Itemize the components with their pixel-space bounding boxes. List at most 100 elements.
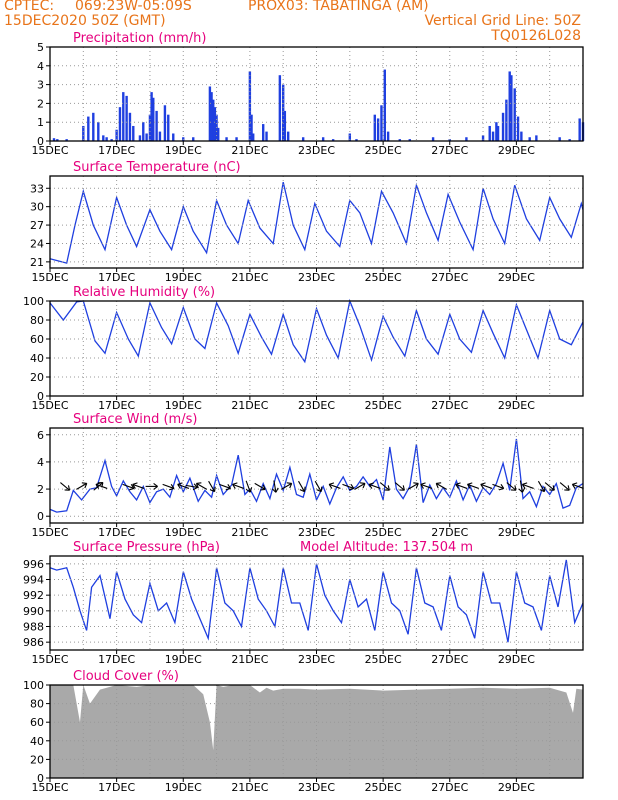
wind-arrow-head (153, 482, 158, 490)
wind-arrow-head (455, 482, 461, 489)
wind-arrow (219, 483, 231, 491)
y-tick-label: 986 (23, 636, 44, 649)
precip-bar (125, 95, 128, 141)
precip-bar (535, 135, 538, 141)
date-tick-label: 29DEC (498, 271, 535, 284)
wind-arrow-shaft (572, 483, 584, 489)
wind-arrow-shaft (162, 483, 175, 489)
wind-arrow (379, 482, 390, 491)
precip-bar (262, 124, 265, 141)
wind-arrow (298, 480, 306, 493)
y-tick-label: 988 (23, 621, 44, 634)
date-tick-label: 19DEC (165, 526, 202, 539)
precip-bar (283, 110, 287, 141)
header-run-id: TQ0126L028 (491, 28, 581, 44)
precip-bar (558, 137, 561, 141)
date-tick-label: 15DEC (31, 144, 68, 157)
wind-arrow (571, 482, 584, 489)
panel-title: Surface Wind (m/s) (73, 412, 197, 427)
y-tick-label: 5 (37, 41, 44, 54)
date-tick-label: 25DEC (365, 781, 402, 794)
wind-arrow (521, 482, 534, 489)
precip-bar (212, 99, 215, 141)
date-tick-label: 19DEC (165, 653, 202, 666)
wind-arrow-shaft (196, 482, 208, 490)
wind-arrow-shaft (328, 483, 341, 489)
precip-bar (142, 122, 145, 141)
precip-bar (301, 137, 305, 141)
date-tick-label: 21DEC (231, 144, 268, 157)
precip-bar (210, 92, 213, 141)
wind-arrow-head (95, 482, 101, 489)
wind-arrow-head (271, 487, 279, 493)
precip-bar (355, 139, 358, 141)
header-grid-note: Vertical Grid Line: 50Z (424, 13, 581, 29)
precip-bar (496, 125, 500, 141)
precip-bar (568, 139, 571, 141)
precip-bar (431, 137, 435, 141)
wind-arrow (185, 483, 198, 491)
wind-arrow (407, 482, 419, 490)
date-tick-label: 29DEC (498, 399, 535, 412)
precip-bar (92, 112, 95, 141)
precip-bar (250, 114, 253, 141)
precip-bar (488, 125, 491, 141)
precip-bar (376, 118, 380, 141)
precip-bar (516, 116, 520, 141)
precip-bar (56, 139, 59, 141)
wind-arrow-shaft (298, 480, 305, 492)
wind-arrow-head (260, 484, 266, 491)
precip-bar (495, 122, 498, 141)
wind-arrow (368, 482, 381, 489)
wind-arrow-head (328, 482, 335, 489)
wind-arrow-head (420, 482, 426, 489)
y-tick-label: 0 (37, 510, 44, 523)
wind-arrow (177, 482, 190, 489)
wind-arrow-head (299, 486, 306, 493)
precip-bar (501, 112, 505, 141)
precip-bar (110, 139, 113, 141)
wind-arrow-head (286, 482, 293, 489)
precip-bar (167, 114, 170, 141)
wind-arrow-head (81, 482, 88, 489)
wind-arrow (95, 482, 108, 489)
wind-arrow-head (177, 482, 183, 489)
wind-arrow-shaft (122, 483, 135, 489)
precip-bar (513, 88, 516, 141)
date-tick-label: 27DEC (431, 399, 468, 412)
date-tick-label: 17DEC (98, 271, 135, 284)
wind-arrow (455, 482, 468, 489)
precip-bar (331, 139, 335, 141)
date-tick-label: 23DEC (298, 526, 335, 539)
panel-cloud: Cloud Cover (%) 0 20 40 60 80 100 15DEC 17DEC 19D… (23, 669, 584, 794)
precip-bar (163, 105, 167, 141)
precip-bar (158, 131, 162, 141)
y-tick-label: 0 (37, 135, 44, 148)
panel-pressure: Surface Pressure (hPa) Model Altitude: 13… (23, 540, 584, 666)
precip-bar (213, 107, 217, 141)
precip-bar (102, 135, 105, 141)
header-station: PROX03: TABATINGA (AM) (248, 0, 429, 14)
precip-bar (321, 137, 325, 141)
date-tick-label: 21DEC (231, 399, 268, 412)
date-tick-label: 27DEC (431, 271, 468, 284)
wind-arrow-shaft (281, 482, 292, 490)
wind-arrow-head (168, 483, 175, 491)
precip-bar (225, 137, 228, 141)
wind-arrow-head (209, 486, 216, 493)
wind-arrow-shaft (342, 483, 354, 489)
wind-arrow-head (435, 482, 442, 489)
precip-bar (528, 137, 531, 141)
precip-bar (448, 139, 451, 141)
wind-arrow-head (316, 486, 323, 493)
y-tick-label: 60 (30, 716, 44, 729)
date-tick-label: 29DEC (498, 781, 535, 794)
y-tick-label: 2 (37, 97, 44, 110)
precip-bar (248, 71, 252, 141)
precip-bar (380, 105, 383, 141)
date-tick-label: 17DEC (98, 653, 135, 666)
date-tick-label: 27DEC (431, 781, 468, 794)
date-tick-label: 15DEC (31, 271, 68, 284)
precip-bar (118, 107, 122, 141)
